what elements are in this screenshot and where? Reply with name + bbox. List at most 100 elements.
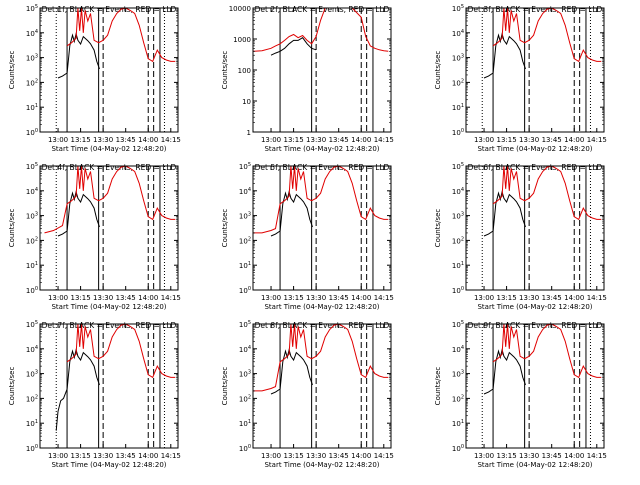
y-tick-label: 1000: [233, 36, 251, 44]
lld-series-line: [44, 166, 176, 234]
x-tick-label: 14:00: [351, 294, 371, 302]
x-tick-label: 13:00: [48, 136, 68, 144]
y-tick-label: 100: [239, 444, 251, 453]
x-tick-label: 13:00: [48, 452, 68, 460]
plot-frame: [252, 165, 392, 291]
events-series-line: [270, 189, 313, 237]
events-series-line: [483, 347, 526, 395]
x-axis-title: Start Time (04-May-02 12:48:20): [51, 461, 166, 469]
panel-3: Det 3f, BLACK = Events, RED = LLD 100 101 1…: [434, 4, 607, 153]
x-tick-label: 13:15: [283, 452, 303, 460]
y-tick-label: 105: [26, 162, 38, 171]
time-markers: [279, 8, 374, 132]
y-tick-label: 100: [26, 128, 38, 137]
y-tick-label: 104: [239, 187, 251, 196]
x-tick-label: 13:30: [93, 136, 113, 144]
y-axis-title: Counts/sec: [221, 51, 229, 90]
y-tick-label: 104: [452, 29, 464, 38]
y-axis-title: Counts/sec: [221, 209, 229, 248]
y-tick-label: 101: [239, 419, 251, 428]
y-tick-label: 105: [239, 162, 251, 171]
y-tick-label: 102: [452, 78, 464, 87]
plot-frame: [39, 323, 179, 449]
x-tick-label: 14:00: [564, 294, 584, 302]
y-tick-label: 105: [26, 320, 38, 329]
x-tick-label: 13:15: [496, 452, 516, 460]
x-tick-label: 13:30: [306, 136, 326, 144]
y-tick-label: 102: [239, 236, 251, 245]
y-tick-label: 102: [26, 78, 38, 87]
time-markers: [279, 166, 374, 290]
y-tick-label: 105: [26, 4, 38, 13]
x-tick-label: 13:15: [70, 452, 90, 460]
x-tick-label: 13:45: [116, 452, 136, 460]
y-tick-label: 100: [238, 67, 251, 75]
events-series-line: [270, 37, 317, 56]
x-tick-label: 13:45: [542, 136, 562, 144]
y-axis-title: Counts/sec: [8, 51, 16, 90]
plot-frame: [465, 165, 605, 291]
events-series-line: [270, 347, 313, 395]
x-tick-label: 13:30: [93, 452, 113, 460]
y-axis-title: Counts/sec: [221, 367, 229, 406]
x-tick-label: 13:15: [70, 294, 90, 302]
y-axis-title: Counts/sec: [8, 209, 16, 248]
panel-title: Det 7f, BLACK = Events, RED = LLD: [42, 321, 177, 330]
x-axis-title: Start Time (04-May-02 12:48:20): [477, 145, 592, 153]
x-tick-label: 13:45: [116, 294, 136, 302]
panel-4: Det 4f, BLACK = Events, RED = LLD 100 101 1…: [8, 162, 181, 311]
x-tick-label: 13:00: [474, 294, 494, 302]
x-tick-label: 13:30: [519, 452, 539, 460]
x-tick-label: 14:00: [138, 452, 158, 460]
events-series-line: [55, 347, 100, 431]
lld-series-line: [253, 8, 389, 52]
y-tick-label: 104: [452, 187, 464, 196]
y-tick-label: 102: [239, 394, 251, 403]
x-tick-label: 14:15: [587, 294, 607, 302]
events-series-line: [483, 189, 526, 237]
x-tick-label: 13:45: [116, 136, 136, 144]
x-axis-title: Start Time (04-May-02 12:48:20): [477, 303, 592, 311]
y-tick-label: 103: [239, 370, 251, 379]
plot-frame: [465, 323, 605, 449]
y-tick-label: 102: [452, 236, 464, 245]
time-markers: [55, 8, 165, 132]
x-tick-label: 13:00: [48, 294, 68, 302]
y-tick-label: 102: [26, 394, 38, 403]
panel-title: Det 3f, BLACK = Events, RED = LLD: [468, 5, 603, 14]
y-tick-label: 100: [452, 444, 464, 453]
lld-series-line: [492, 324, 602, 379]
y-tick-label: 103: [452, 212, 464, 221]
x-tick-label: 14:00: [564, 452, 584, 460]
time-markers: [55, 324, 165, 448]
x-tick-label: 13:45: [329, 294, 349, 302]
x-tick-label: 14:15: [374, 136, 394, 144]
y-tick-label: 103: [239, 212, 251, 221]
x-tick-label: 13:00: [474, 452, 494, 460]
y-tick-label: 103: [452, 370, 464, 379]
x-tick-label: 13:45: [329, 452, 349, 460]
x-tick-label: 13:15: [283, 294, 303, 302]
x-tick-label: 14:15: [587, 452, 607, 460]
y-tick-label: 102: [452, 394, 464, 403]
panel-7: Det 7f, BLACK = Events, RED = LLD 100 101 1…: [8, 320, 181, 469]
x-tick-label: 13:30: [93, 294, 113, 302]
x-tick-label: 13:30: [306, 452, 326, 460]
time-markers: [481, 8, 591, 132]
events-series-line: [483, 31, 526, 79]
y-tick-label: 100: [26, 286, 38, 295]
y-tick-label: 101: [26, 419, 38, 428]
x-tick-label: 14:00: [564, 136, 584, 144]
y-tick-label: 101: [452, 261, 464, 270]
lld-series-line: [66, 8, 176, 63]
panel-title: Det 4f, BLACK = Events, RED = LLD: [42, 163, 177, 172]
events-series-line: [57, 31, 100, 79]
x-tick-label: 14:00: [351, 452, 371, 460]
y-tick-label: 104: [26, 187, 38, 196]
plot-frame: [252, 323, 392, 449]
lld-series-line: [253, 324, 389, 392]
y-tick-label: 104: [26, 345, 38, 354]
panel-5: Det 5f, BLACK = Events, RED = LLD 100 101 1…: [221, 162, 394, 311]
y-tick-label: 103: [26, 212, 38, 221]
